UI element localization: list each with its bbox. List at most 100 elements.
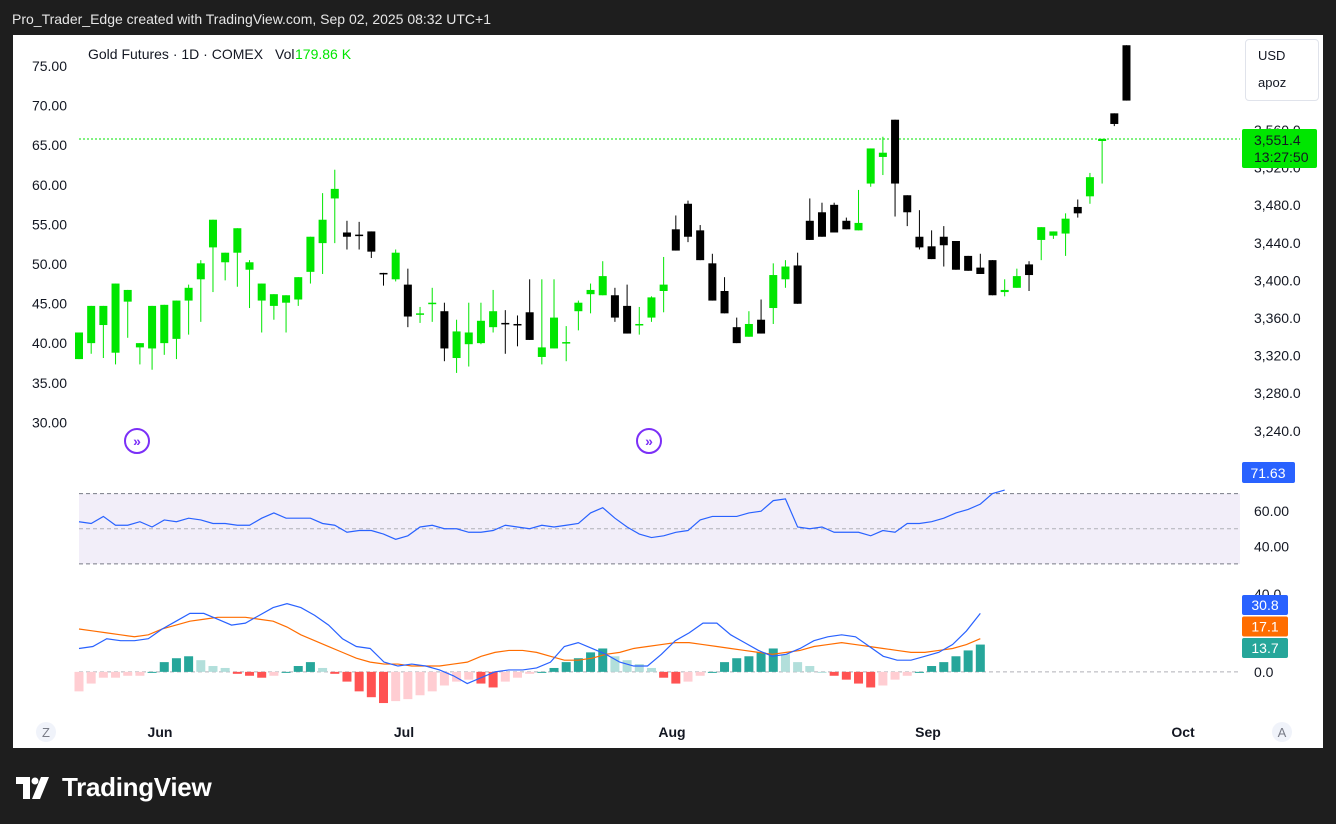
left-axis-tick-label: 40.00 bbox=[32, 335, 67, 351]
currency-label[interactable]: USD bbox=[1258, 48, 1286, 63]
macd-histogram-bar bbox=[829, 671, 839, 676]
macd-histogram-bar bbox=[573, 658, 583, 672]
macd-histogram-bar bbox=[415, 671, 425, 696]
macd-histogram-bar bbox=[902, 671, 912, 676]
macd-histogram-bar bbox=[135, 671, 145, 676]
left-axis-tick-label: 65.00 bbox=[32, 137, 67, 153]
macd-histogram-bar bbox=[744, 656, 754, 672]
volume-legend-value: 179.86 K bbox=[295, 46, 352, 62]
candle-body bbox=[635, 323, 644, 326]
macd-histogram-bar bbox=[707, 671, 717, 673]
candle-body bbox=[403, 284, 412, 317]
macd-histogram-bar bbox=[342, 671, 352, 682]
tradingview-mark-icon bbox=[16, 776, 49, 799]
left-axis-tick-label: 70.00 bbox=[32, 98, 67, 114]
macd-histogram-bar bbox=[646, 667, 656, 672]
candle-body bbox=[391, 252, 400, 280]
time-axis-label: Oct bbox=[1171, 724, 1195, 740]
candle-body bbox=[330, 188, 339, 199]
macd-histogram-bar bbox=[305, 662, 315, 672]
rsi-pane bbox=[78, 489, 1240, 565]
macd-histogram-bar bbox=[963, 650, 973, 672]
macd-histogram-bar bbox=[890, 671, 900, 680]
macd-histogram-bar bbox=[111, 671, 121, 678]
event-marker-icon bbox=[124, 428, 150, 454]
event-marker-icon bbox=[636, 428, 662, 454]
macd-histogram-bar bbox=[780, 654, 790, 672]
candle-body bbox=[854, 222, 863, 231]
candle-body bbox=[184, 287, 193, 301]
macd-histogram-bar bbox=[805, 666, 815, 672]
candle-body bbox=[123, 289, 132, 302]
right-axis-tick-label: 3,240.0 bbox=[1254, 423, 1301, 439]
candle-body bbox=[1012, 276, 1021, 288]
candles-layer: »» bbox=[75, 45, 1240, 454]
candle-body bbox=[623, 305, 632, 334]
candle-body bbox=[1037, 227, 1046, 240]
candle-body bbox=[598, 276, 607, 296]
brand-name: TradingView bbox=[62, 772, 212, 802]
macd-histogram-bar bbox=[878, 671, 888, 686]
macd-histogram-bar bbox=[622, 660, 632, 672]
macd-histogram-bar bbox=[257, 671, 267, 678]
macd-histogram-bar bbox=[610, 656, 620, 672]
macd-histogram-bar bbox=[634, 664, 644, 672]
price-scale-mode-box[interactable]: USD apoz bbox=[1245, 39, 1319, 101]
candle-body bbox=[233, 228, 242, 253]
rsi-axis-tick-label: 40.00 bbox=[1254, 538, 1289, 554]
candle-body bbox=[148, 305, 157, 349]
macd-histogram-bar bbox=[464, 671, 474, 680]
candle-body bbox=[1025, 264, 1034, 276]
candle-body bbox=[562, 342, 571, 344]
macd-histogram-bar bbox=[914, 671, 924, 673]
macd-histogram-bar bbox=[683, 671, 693, 682]
candle-body bbox=[757, 319, 766, 334]
macd-histogram-bar bbox=[817, 671, 827, 673]
macd-histogram-bar bbox=[512, 671, 522, 678]
macd-badge-value: 30.8 bbox=[1251, 597, 1278, 613]
axes-layer: 75.00 70.00 65.00 60.00 55.00 50.00 45.00 40.00… bbox=[32, 46, 1301, 742]
macd-histogram-bar bbox=[74, 671, 84, 692]
chart-panel[interactable] bbox=[13, 35, 1323, 748]
auto-scale-button-label: A bbox=[1278, 725, 1287, 740]
candle-body bbox=[464, 332, 473, 345]
price-badge-price: 3,551.4 bbox=[1254, 132, 1301, 148]
macd-histogram-bar bbox=[196, 660, 206, 672]
candle-body bbox=[927, 246, 936, 260]
price-badge-countdown: 13:27:50 bbox=[1254, 149, 1309, 165]
time-axis-label: Aug bbox=[658, 724, 685, 740]
macd-badge bbox=[1242, 638, 1288, 658]
macd-histogram-bar bbox=[671, 671, 681, 684]
macd-axis-tick-label: 0.0 bbox=[1254, 664, 1274, 680]
macd-histogram-bar bbox=[586, 652, 596, 672]
macd-histogram-bar bbox=[147, 671, 157, 673]
rsi-band bbox=[79, 493, 1240, 564]
rsi-badge bbox=[1242, 462, 1295, 483]
candle-body bbox=[1098, 138, 1107, 141]
badges-layer: 3,551.413:27:50 71.63 30.8 17.1 13.7 bbox=[1242, 129, 1317, 658]
macd-histogram-bar bbox=[245, 671, 255, 676]
candle-body bbox=[1085, 177, 1094, 197]
candle-body bbox=[172, 300, 181, 339]
macd-histogram-bar bbox=[756, 652, 766, 672]
macd-badge-value: 17.1 bbox=[1251, 619, 1278, 635]
macd-histogram-bar bbox=[379, 671, 388, 704]
volume-legend-label: Vol bbox=[275, 46, 294, 62]
macd-histogram-bar bbox=[354, 671, 364, 692]
macd-histogram-bar bbox=[269, 671, 279, 676]
macd-histogram-bar bbox=[232, 671, 242, 674]
candle-body bbox=[379, 272, 388, 275]
macd-histogram-bar bbox=[537, 671, 547, 673]
right-axis-tick-label: 3,320.0 bbox=[1254, 348, 1301, 364]
right-axis-tick-label: 3,360.0 bbox=[1254, 310, 1301, 326]
macd-histogram-bar bbox=[439, 671, 449, 686]
macd-histogram-bar bbox=[525, 671, 535, 674]
candle-body bbox=[1122, 45, 1131, 101]
scale-mode-label[interactable]: apoz bbox=[1258, 75, 1287, 90]
macd-histogram-bar bbox=[598, 648, 608, 672]
left-axis-tick-label: 55.00 bbox=[32, 216, 67, 232]
zoom-button-bg bbox=[36, 722, 56, 742]
candle-body bbox=[793, 265, 802, 304]
candle-body bbox=[513, 323, 522, 326]
